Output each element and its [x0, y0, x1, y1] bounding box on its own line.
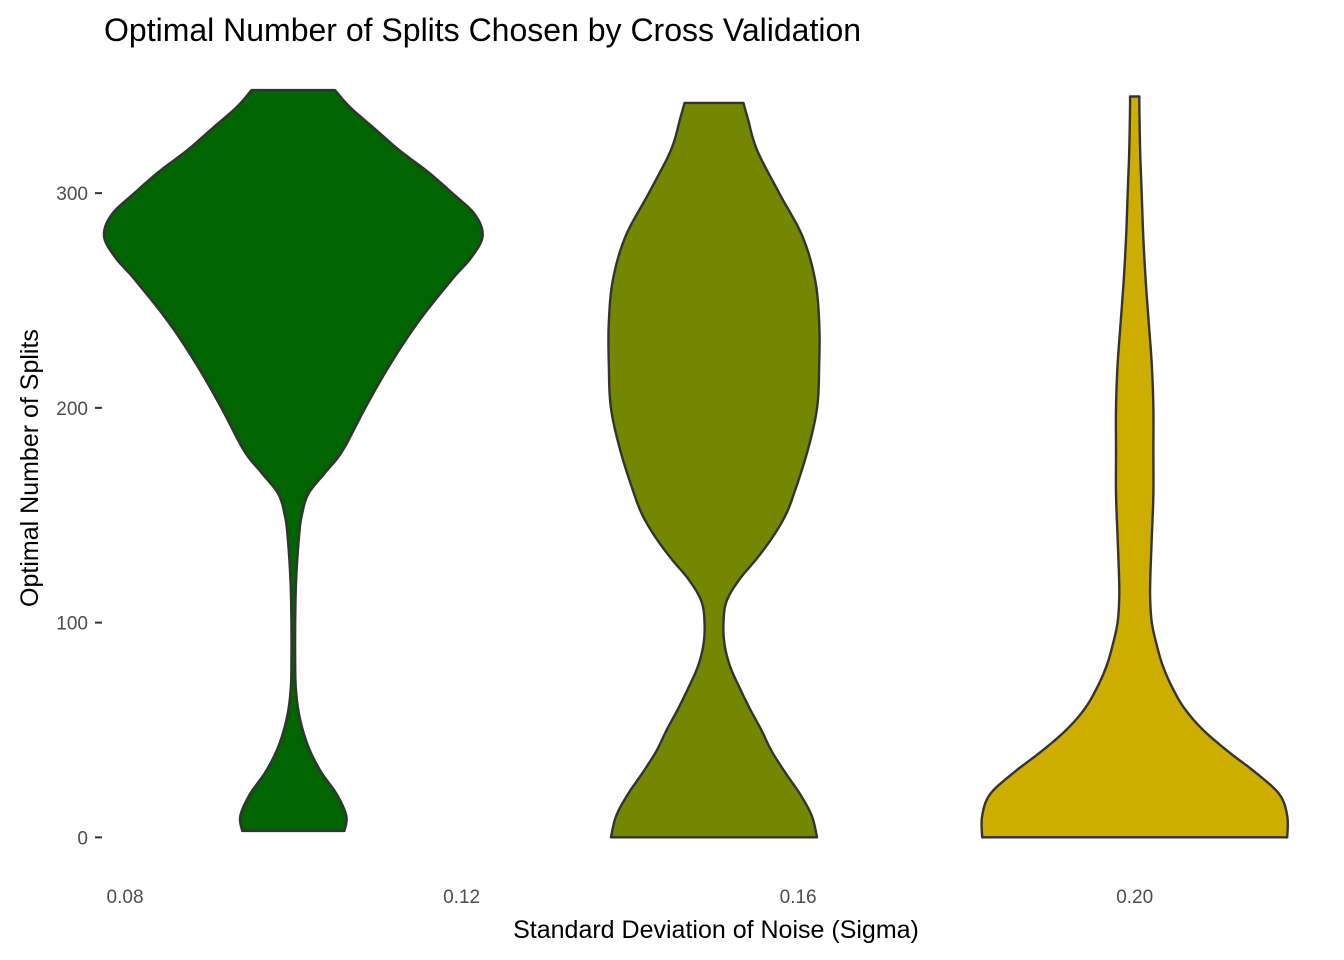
- y-tick-label: 300: [56, 184, 88, 205]
- x-tick-label: 0.12: [443, 887, 480, 908]
- x-axis-title: Standard Deviation of Noise (Sigma): [513, 916, 919, 944]
- x-tick-label: 0.20: [1116, 887, 1153, 908]
- violins: [102, 88, 1289, 839]
- chart-title: Optimal Number of Splits Chosen by Cross…: [104, 12, 861, 48]
- y-axis-title: Optimal Number of Splits: [16, 329, 44, 607]
- x-axis: 0.08 0.12 0.16 0.20: [107, 887, 1154, 908]
- violin-2: [607, 101, 821, 839]
- y-tick-label: 100: [56, 614, 88, 635]
- y-tick-label: 200: [56, 399, 88, 420]
- violin-3: [980, 95, 1289, 839]
- x-tick-label: 0.16: [780, 887, 817, 908]
- violin-1: [102, 88, 484, 833]
- x-tick-label: 0.08: [107, 887, 144, 908]
- y-axis: 0 100 200 300: [56, 184, 102, 849]
- y-tick-label: 0: [77, 828, 88, 849]
